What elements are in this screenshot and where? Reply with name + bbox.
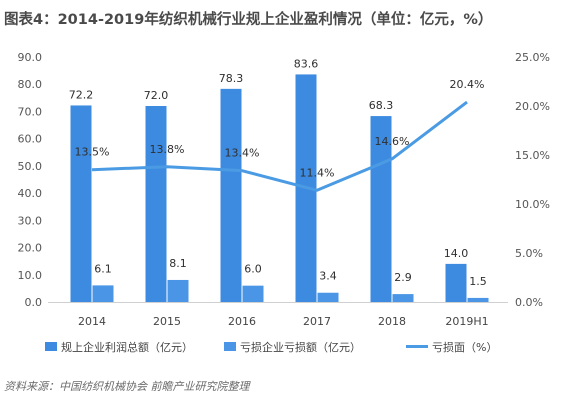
bar-profit-label: 83.6 bbox=[294, 57, 319, 70]
bar-loss-label: 6.1 bbox=[94, 262, 112, 275]
legend-profit-label: 规上企业利润总额（亿元） bbox=[61, 340, 193, 354]
y-left-tick-label: 70.0 bbox=[18, 105, 43, 118]
line-point-label: 11.4% bbox=[300, 166, 335, 179]
legend-loss-label: 亏损企业亏损额（亿元） bbox=[240, 340, 361, 354]
x-tick-label: 2016 bbox=[228, 315, 256, 328]
bar-loss-label: 6.0 bbox=[244, 263, 262, 276]
bar-loss bbox=[92, 285, 114, 302]
bar-profit-label: 72.2 bbox=[69, 88, 94, 101]
y-left-tick-label: 40.0 bbox=[18, 187, 43, 200]
source-note: 资料来源：中国纺织机械协会 前瞻产业研究院整理 bbox=[4, 380, 250, 393]
legend-profit-swatch bbox=[45, 342, 57, 351]
legend-rate-label: 亏损面（%） bbox=[432, 340, 497, 354]
x-tick-label: 2018 bbox=[378, 315, 406, 328]
bar-profit-label: 78.3 bbox=[219, 72, 244, 85]
bar-loss-label: 1.5 bbox=[469, 275, 487, 288]
y-right-tick-label: 20.0% bbox=[515, 100, 550, 113]
bar-profit bbox=[445, 263, 467, 302]
x-tick-label: 2017 bbox=[303, 315, 331, 328]
bar-loss bbox=[242, 285, 264, 302]
line-point-label: 14.6% bbox=[375, 135, 410, 148]
line-loss-rate bbox=[91, 100, 468, 192]
bar-loss-label: 8.1 bbox=[169, 257, 187, 270]
y-right-tick-label: 10.0% bbox=[515, 198, 550, 211]
y-left-tick-label: 0.0 bbox=[25, 296, 43, 309]
y-left-tick-label: 20.0 bbox=[18, 242, 43, 255]
y-left-tick-label: 80.0 bbox=[18, 78, 43, 91]
y-right-tick-label: 25.0% bbox=[515, 51, 550, 64]
bar-loss bbox=[167, 279, 189, 302]
y-right-tick-label: 15.0% bbox=[515, 149, 550, 162]
line-point-label: 13.4% bbox=[225, 147, 260, 160]
bar-profit bbox=[145, 106, 167, 302]
bar-loss bbox=[317, 292, 339, 302]
bar-profit-label: 14.0 bbox=[444, 247, 469, 260]
bar-profit bbox=[70, 105, 92, 302]
x-tick-label: 2019H1 bbox=[445, 315, 488, 328]
y-left-tick-label: 10.0 bbox=[18, 269, 43, 282]
x-tick-label: 2015 bbox=[153, 315, 181, 328]
bar-loss-label: 2.9 bbox=[394, 271, 412, 284]
bar-profit-label: 72.0 bbox=[144, 89, 169, 102]
bar-loss bbox=[467, 297, 489, 302]
y-left-tick-label: 50.0 bbox=[18, 160, 43, 173]
legend-loss-swatch bbox=[224, 342, 236, 351]
y-left-tick-label: 90.0 bbox=[18, 51, 43, 64]
line-point-label: 13.8% bbox=[150, 143, 185, 156]
y-left-tick-label: 60.0 bbox=[18, 133, 43, 146]
y-right-tick-label: 0.0% bbox=[515, 296, 543, 309]
chart-title: 图表4：2014-2019年纺织机械行业规上企业盈利情况（单位：亿元，%） bbox=[4, 12, 493, 28]
bar-profit bbox=[220, 88, 242, 302]
y-left-tick-label: 30.0 bbox=[18, 214, 43, 227]
line-point-label: 20.4% bbox=[450, 78, 485, 91]
bar-loss bbox=[392, 294, 414, 302]
bar-profit-label: 68.3 bbox=[369, 99, 394, 112]
bar-loss-label: 3.4 bbox=[319, 270, 337, 283]
y-right-tick-label: 5.0% bbox=[515, 247, 543, 260]
line-point-label: 13.5% bbox=[75, 146, 110, 159]
x-tick-label: 2014 bbox=[78, 315, 106, 328]
